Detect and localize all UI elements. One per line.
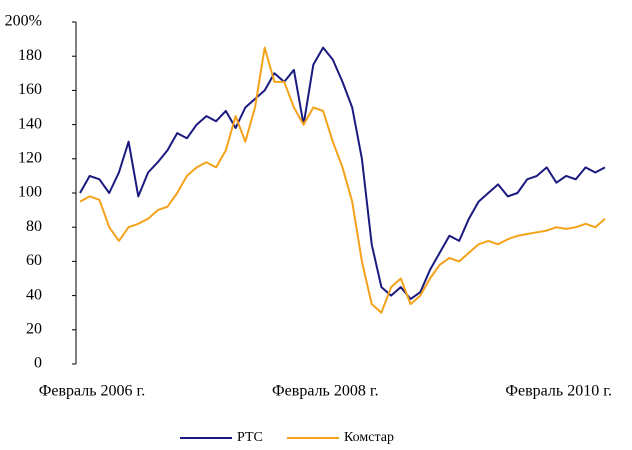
x-tick-label: Февраль 2010 г. <box>505 383 612 400</box>
y-tick-label: 60 <box>26 252 42 269</box>
x-tick-label: Февраль 2008 г. <box>272 383 379 400</box>
y-tick-label: 100 <box>18 184 42 201</box>
y-tick-label: 40 <box>26 286 42 303</box>
y-tick-label: 160 <box>18 81 42 98</box>
y-tick-label: 20 <box>26 320 42 337</box>
series-line <box>79 46 606 314</box>
series-line <box>79 46 606 300</box>
y-tick-label: 140 <box>18 115 42 132</box>
legend-label: Комстар <box>344 430 394 445</box>
y-tick-label: 180 <box>18 47 42 64</box>
y-tick-label: 120 <box>18 149 42 166</box>
x-tick-label: Февраль 2006 г. <box>39 383 146 400</box>
y-tick-label: 0 <box>34 355 42 372</box>
y-tick-label: 80 <box>26 218 42 235</box>
legend-label: РТС <box>237 430 263 445</box>
y-tick-label: 200% <box>5 13 42 30</box>
